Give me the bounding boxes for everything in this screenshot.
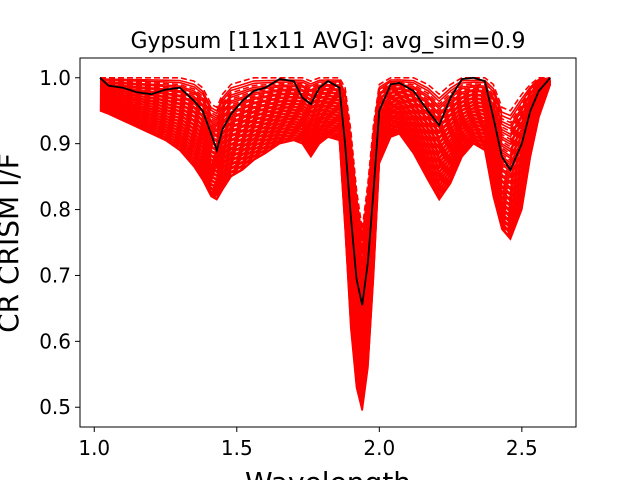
spectrum-line <box>100 77 551 230</box>
y-tick-label: 1.0 <box>39 66 71 90</box>
y-tick-label: 0.8 <box>39 198 71 222</box>
spectrum-line <box>99 80 551 309</box>
y-axis: 0.5 0.6 0.7 0.8 0.9 1.0 <box>39 66 80 419</box>
spectrum-line <box>99 77 551 237</box>
y-tick-label: 0.9 <box>39 132 71 156</box>
x-tick-label: 1.0 <box>78 436 110 460</box>
x-tick-label: 2.0 <box>363 436 395 460</box>
spectrum-line <box>99 78 551 270</box>
x-tick-label: 2.5 <box>506 436 538 460</box>
x-tick-label: 1.5 <box>221 436 253 460</box>
y-tick-label: 0.7 <box>39 263 71 287</box>
x-axis: 1.0 1.5 2.0 2.5 <box>78 427 538 460</box>
average-group <box>99 76 551 306</box>
y-tick-label: 0.5 <box>39 395 71 419</box>
spectrum-line <box>99 77 551 242</box>
axes-frame <box>79 57 577 428</box>
y-axis-label: CR CRISM I/F <box>0 153 25 333</box>
spectra-group <box>99 77 552 411</box>
y-tick-label: 0.6 <box>39 329 71 353</box>
x-axis-label: Wavelength <box>245 466 411 480</box>
spectrum-line <box>99 81 552 344</box>
spectrum-line <box>99 80 551 327</box>
chart-title: Gypsum [11x11 AVG]: avg_sim=0.9 <box>130 29 525 54</box>
average-spectrum-line <box>99 76 551 306</box>
spectrum-line <box>99 84 552 411</box>
spectrum-line <box>99 79 551 291</box>
plot-area <box>99 76 552 411</box>
